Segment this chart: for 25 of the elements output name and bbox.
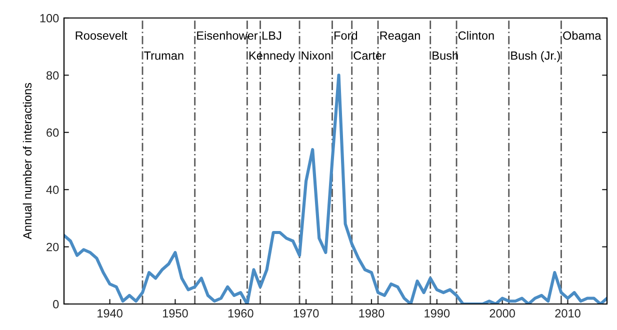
y-tick-label: 0 — [53, 300, 59, 308]
ref-line-label: Obama — [563, 31, 602, 40]
ref-line-label: Bush (Jr.) — [511, 51, 560, 62]
x-tick-label: 2010 — [555, 309, 580, 318]
ref-line-label: Nixon — [302, 51, 330, 60]
annotation: Roosevelt — [76, 31, 128, 40]
x-tick-label: 1960 — [228, 309, 254, 318]
y-axis-title: Annual number of interactions — [22, 83, 32, 240]
x-tick-label: 1990 — [424, 309, 450, 318]
x-tick-label: 1940 — [98, 309, 122, 318]
y-tick-label: 40 — [46, 186, 59, 194]
ref-line-label: Eisenhower — [197, 31, 258, 40]
y-tick-label: 100 — [40, 14, 59, 22]
ref-line-label: LBJ — [262, 32, 282, 40]
ref-line-label: Clinton — [458, 31, 494, 40]
y-tick-label: 20 — [46, 242, 59, 252]
ref-line-label: Truman — [144, 52, 184, 60]
ref-line-label: Ford — [334, 31, 358, 40]
y-tick-label: 60 — [46, 128, 59, 137]
x-tick-label: 1970 — [294, 309, 319, 318]
x-tick-label: 1950 — [162, 309, 188, 318]
ref-line-label: Reagan — [380, 32, 420, 42]
x-tick-label: 2000 — [490, 309, 515, 318]
y-tick-label: 80 — [46, 71, 59, 80]
x-tick-label: 1980 — [359, 309, 384, 318]
